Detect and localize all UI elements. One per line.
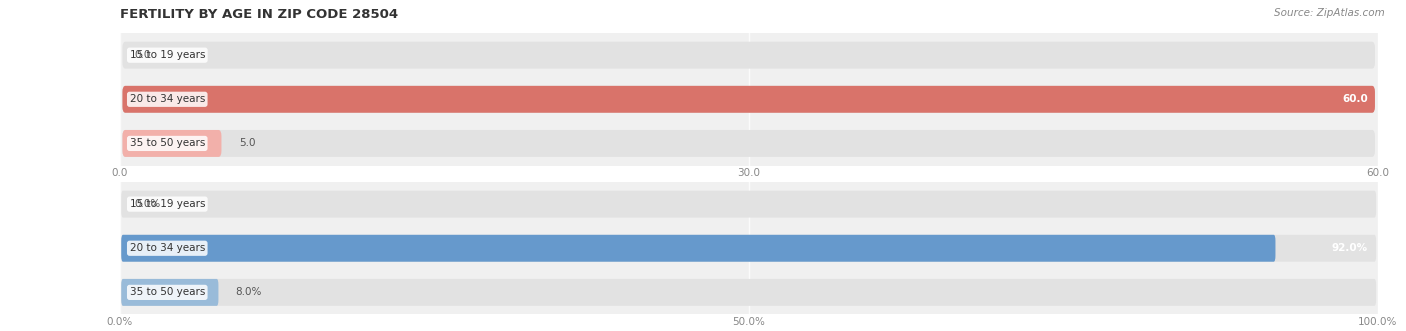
FancyBboxPatch shape: [121, 191, 1376, 217]
FancyBboxPatch shape: [122, 86, 1375, 113]
Text: 0.0: 0.0: [135, 50, 150, 60]
FancyBboxPatch shape: [122, 130, 222, 157]
Text: 15 to 19 years: 15 to 19 years: [129, 199, 205, 209]
Text: 35 to 50 years: 35 to 50 years: [129, 287, 205, 297]
FancyBboxPatch shape: [122, 42, 1375, 69]
FancyBboxPatch shape: [122, 130, 1375, 157]
Text: 8.0%: 8.0%: [235, 287, 262, 297]
Text: 35 to 50 years: 35 to 50 years: [129, 138, 205, 148]
Text: 5.0: 5.0: [239, 138, 256, 148]
FancyBboxPatch shape: [121, 279, 218, 306]
FancyBboxPatch shape: [121, 235, 1275, 262]
Text: 20 to 34 years: 20 to 34 years: [129, 94, 205, 104]
FancyBboxPatch shape: [122, 86, 1375, 113]
Text: Source: ZipAtlas.com: Source: ZipAtlas.com: [1274, 8, 1385, 18]
Text: 92.0%: 92.0%: [1331, 243, 1368, 253]
Text: FERTILITY BY AGE IN ZIP CODE 28504: FERTILITY BY AGE IN ZIP CODE 28504: [120, 8, 398, 21]
Text: 20 to 34 years: 20 to 34 years: [129, 243, 205, 253]
Text: 15 to 19 years: 15 to 19 years: [129, 50, 205, 60]
Text: 0.0%: 0.0%: [135, 199, 160, 209]
Text: 60.0: 60.0: [1343, 94, 1368, 104]
FancyBboxPatch shape: [121, 235, 1376, 262]
FancyBboxPatch shape: [121, 279, 1376, 306]
